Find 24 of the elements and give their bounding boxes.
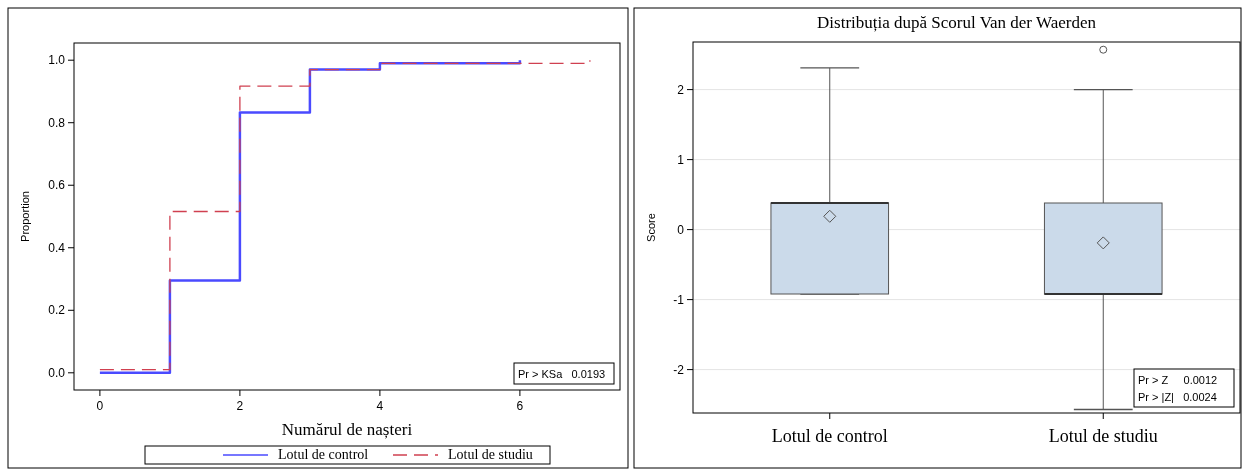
annotation: Pr > Z 0.0012 <box>1138 374 1218 386</box>
y-tick-label: 0.4 <box>48 240 66 255</box>
x-tick-label: 4 <box>376 399 384 413</box>
annotation: Pr > KSa 0.0193 <box>518 368 606 380</box>
x-axis-title: Numărul de nașteri <box>281 420 413 439</box>
y-tick-label: 0 <box>677 222 685 237</box>
y-tick-label: -2 <box>673 362 685 377</box>
x-tick-label: 6 <box>516 399 524 413</box>
y-tick-label: 0.6 <box>48 178 66 193</box>
x-tick-label: 0 <box>96 399 104 413</box>
y-tick-label: 1 <box>677 152 685 167</box>
y-tick-label: -1 <box>673 292 685 307</box>
chart-title: Distribuția după Scorul Van der Waerden <box>817 13 1097 32</box>
annotation: Pr > |Z| 0.0024 <box>1138 391 1217 403</box>
y-tick-label: 0.0 <box>48 366 66 381</box>
y-tick-label: 0.8 <box>48 115 66 130</box>
legend-label: Lotul de control <box>278 447 369 462</box>
y-tick-label: 1.0 <box>48 53 66 68</box>
x-tick-label: 2 <box>236 399 244 413</box>
y-tick-label: 2 <box>677 82 685 97</box>
y-axis-title: Score <box>645 213 657 242</box>
y-axis-title: Proportion <box>19 191 31 242</box>
y-tick-label: 0.2 <box>48 303 66 318</box>
legend-label: Lotul de studiu <box>448 447 533 462</box>
